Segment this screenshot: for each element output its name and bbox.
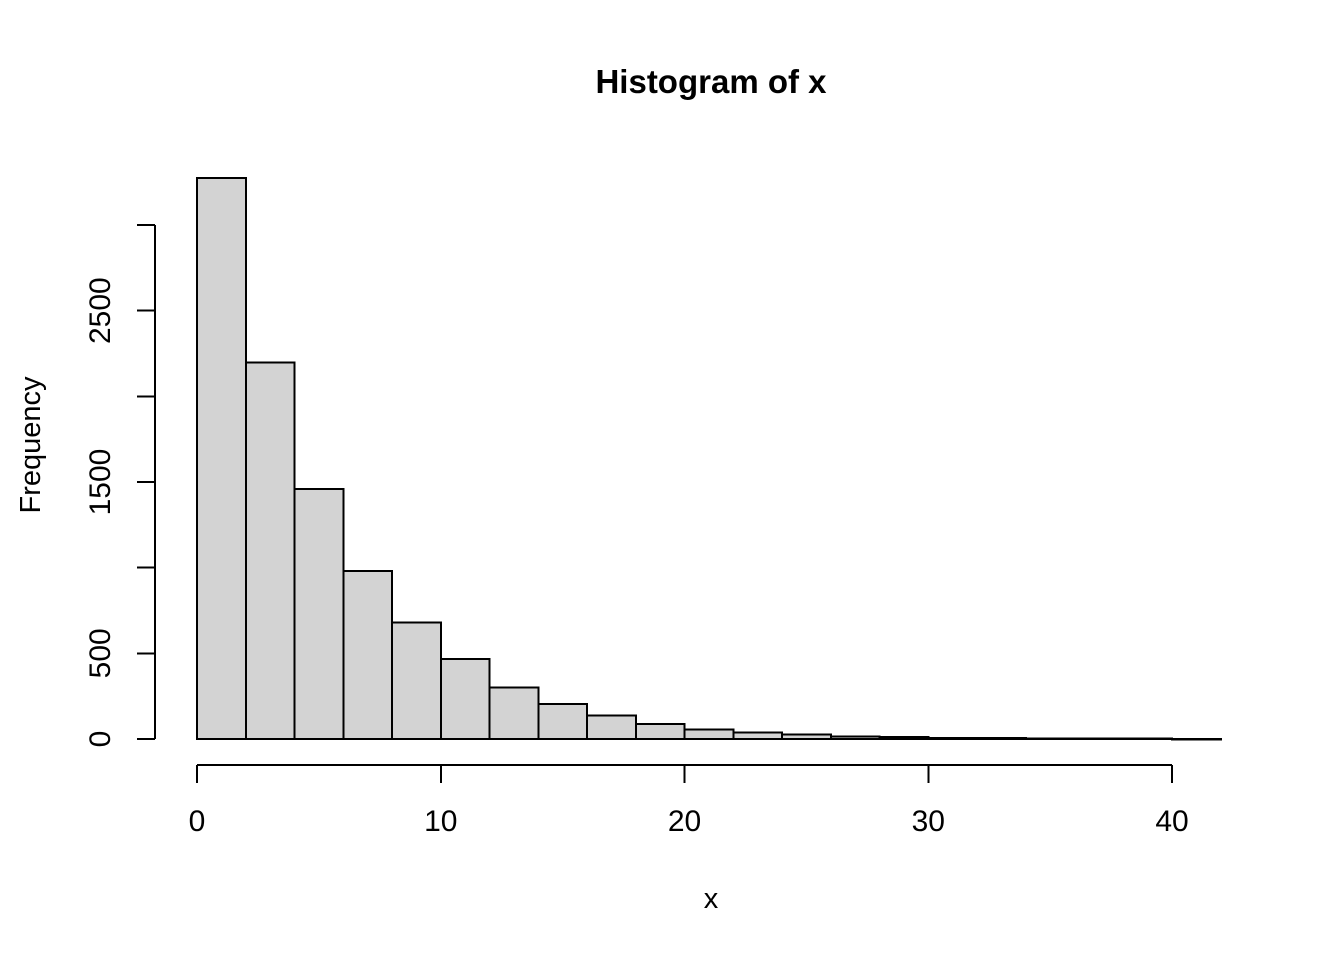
x-tick-label: 0: [189, 805, 206, 838]
y-tick-label: 1500: [84, 449, 117, 516]
histogram-bar: [586, 714, 637, 741]
y-axis-label: Frequency: [15, 376, 47, 514]
bars-group: [196, 177, 1222, 741]
x-axis-label: x: [704, 883, 719, 915]
histogram-bar: [196, 177, 247, 740]
histogram-bar: [439, 657, 491, 740]
chart-title: Histogram of x: [595, 63, 827, 100]
y-tick-label: 0: [84, 731, 117, 748]
histogram-bar: [293, 488, 345, 740]
x-tick-label: 40: [1155, 805, 1188, 838]
histogram-bar: [342, 569, 393, 740]
x-tick-label: 10: [424, 805, 457, 838]
y-axis: 0 500 1500 2500: [84, 224, 156, 748]
x-axis: 0 10 20 30 40: [189, 764, 1189, 838]
histogram-bar: [634, 722, 686, 741]
x-tick-label: 20: [668, 805, 701, 838]
histogram-bar: [537, 703, 588, 740]
histogram-bar: [391, 621, 442, 741]
x-tick-label: 30: [912, 805, 945, 838]
histogram-bar: [488, 686, 540, 740]
histogram-bar: [683, 728, 735, 740]
y-tick-label: 500: [84, 628, 117, 678]
histogram-bar: [244, 361, 296, 740]
y-tick-label: 2500: [84, 277, 117, 344]
